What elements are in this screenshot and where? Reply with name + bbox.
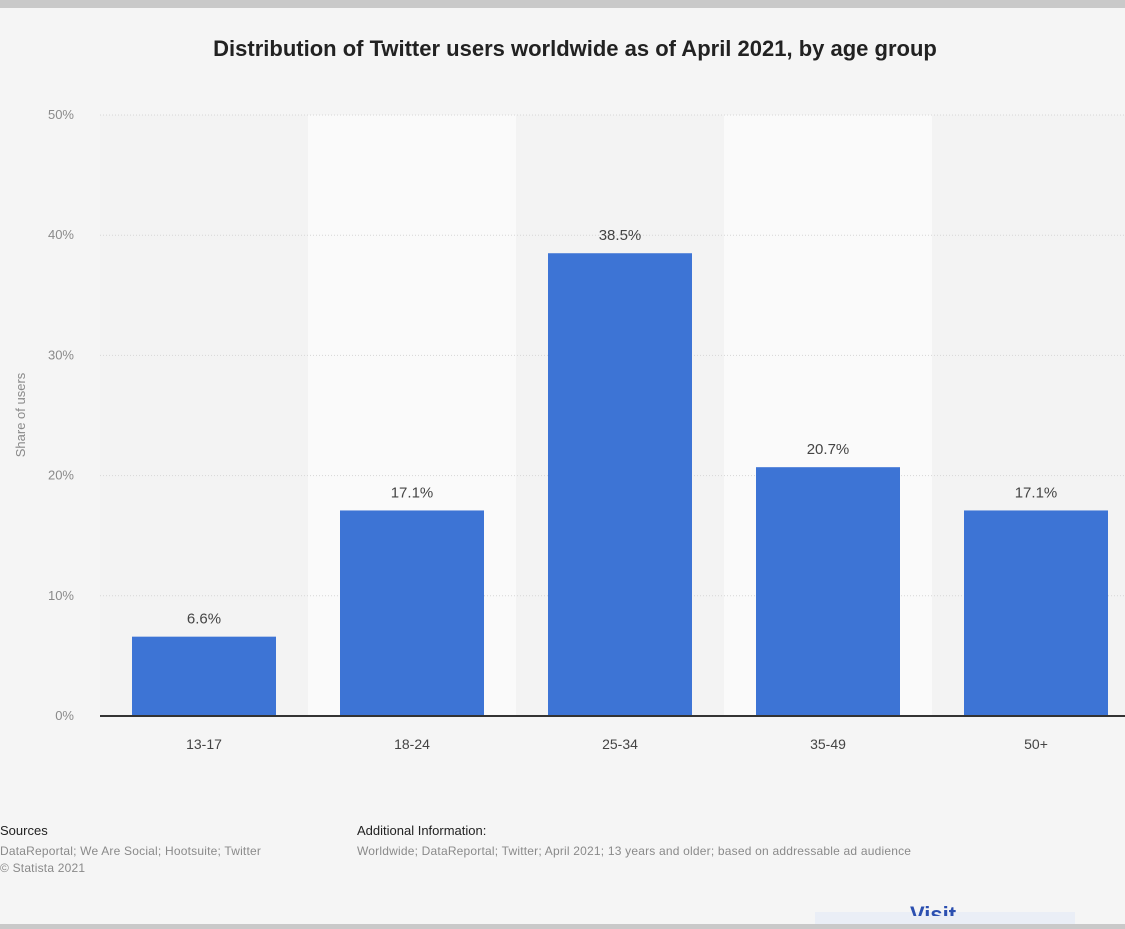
additional-info-text: Worldwide; DataReportal; Twitter; April … [357,844,912,858]
category-label: 18-24 [394,736,430,752]
copyright-line: © Statista 2021 [0,861,86,875]
bar-35-49[interactable] [756,467,900,716]
y-tick-label: 20% [48,468,74,483]
data-labels: 6.6% 17.1% 38.5% 20.7% 17.1% [187,227,1057,627]
y-tick-label: 10% [48,588,74,603]
category-band [100,115,308,716]
category-label: 50+ [1024,736,1048,752]
bar-50+[interactable] [964,510,1108,716]
additional-info-heading[interactable]: Additional Information: [357,823,487,838]
visit-text[interactable]: Visit [910,904,956,916]
bottom-border [0,924,1125,929]
bars [132,253,1108,717]
y-tick-label: 30% [48,347,74,362]
y-tick-label: 50% [48,107,74,122]
additional-info-block: Additional Information: Worldwide; DataR… [357,823,1117,860]
bar-chart: 0% 10% 20% 30% 40% 50% Share of users 6.6% 17.… [13,107,1125,752]
sources-line: DataReportal; We Are Social; Hootsuite; … [0,844,262,858]
data-label: 38.5% [599,227,642,244]
data-label: 20.7% [807,441,850,458]
bar-18-24[interactable] [340,510,484,716]
data-label: 6.6% [187,611,221,628]
category-label: 25-34 [602,736,638,752]
y-tick-label: 40% [48,227,74,242]
category-label: 35-49 [810,736,846,752]
bar-25-34[interactable] [548,253,692,717]
sources-block: Sources DataReportal; We Are Social; Hoo… [0,823,330,877]
sources-heading[interactable]: Sources [0,823,48,838]
category-label: 13-17 [186,736,222,752]
data-label: 17.1% [391,484,434,501]
visit-banner-fragment[interactable]: Visit [815,904,1075,924]
y-tick-label: 0% [55,708,74,723]
y-axis-ticks: 0% 10% 20% 30% 40% 50% [48,107,74,723]
category-labels: 13-17 18-24 25-34 35-49 50+ [186,736,1048,752]
bar-13-17[interactable] [132,636,276,716]
y-axis-label: Share of users [13,372,28,457]
top-border [0,0,1125,8]
data-label: 17.1% [1015,484,1058,501]
chart-title: Distribution of Twitter users worldwide … [213,36,937,61]
